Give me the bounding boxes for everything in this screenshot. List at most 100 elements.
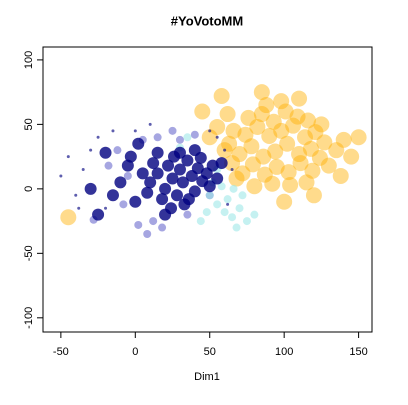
point [268, 158, 285, 175]
point [194, 103, 211, 120]
plot-frame [42, 46, 373, 333]
point [328, 142, 345, 159]
x-tick-label: 100 [275, 346, 293, 358]
point [104, 161, 113, 170]
point [143, 229, 152, 238]
point [277, 103, 294, 120]
point [265, 113, 282, 130]
point [173, 146, 186, 159]
point [153, 133, 162, 142]
point [298, 174, 315, 191]
point [77, 206, 81, 210]
point [279, 135, 296, 152]
point [304, 162, 321, 179]
point [250, 210, 259, 219]
point [156, 193, 169, 206]
point [280, 164, 297, 181]
point [151, 146, 164, 159]
point [211, 172, 224, 185]
point [202, 208, 211, 217]
point [111, 129, 115, 133]
point [121, 159, 134, 172]
point [246, 178, 263, 195]
point [219, 106, 236, 123]
point [124, 150, 137, 163]
point [258, 97, 275, 114]
point [225, 122, 242, 139]
point [159, 182, 172, 195]
point [191, 162, 204, 175]
point [205, 191, 214, 200]
point [253, 106, 270, 123]
point [132, 137, 145, 150]
point [291, 90, 308, 107]
y-tick-label: -100 [23, 307, 35, 329]
point [231, 146, 248, 163]
point [230, 168, 234, 172]
point [238, 191, 247, 200]
point [209, 118, 226, 135]
point [221, 135, 238, 152]
point [104, 206, 108, 210]
point [320, 157, 337, 174]
point [343, 148, 360, 165]
point [223, 195, 232, 204]
point [149, 217, 158, 226]
point [183, 210, 192, 219]
point [276, 193, 293, 210]
point [273, 122, 290, 139]
point [89, 148, 93, 152]
point [297, 129, 314, 146]
point [158, 223, 167, 232]
point [228, 170, 245, 187]
point [215, 135, 219, 139]
point [302, 140, 319, 157]
point [136, 167, 149, 180]
point [316, 134, 333, 151]
point [168, 126, 177, 135]
point [282, 176, 299, 193]
point [123, 171, 132, 180]
point [74, 193, 78, 197]
point [350, 129, 367, 146]
point [170, 189, 183, 202]
plot-points [59, 84, 367, 238]
point [285, 117, 302, 134]
point [267, 143, 284, 160]
point [84, 182, 97, 195]
point [196, 217, 205, 226]
point [313, 116, 330, 133]
y-tick-label: 100 [23, 51, 35, 69]
point [235, 204, 244, 213]
point [141, 186, 154, 199]
point [226, 202, 230, 206]
point [144, 176, 157, 189]
point [237, 126, 254, 143]
point [66, 155, 70, 159]
point [113, 146, 122, 155]
point [299, 112, 316, 129]
point [148, 122, 152, 126]
point [182, 193, 195, 206]
point [159, 208, 172, 221]
point [129, 195, 142, 208]
point [114, 176, 127, 189]
point [292, 155, 309, 172]
y-tick-label: 50 [23, 118, 35, 130]
x-axis-label: Dim1 [194, 371, 220, 383]
point [249, 118, 266, 135]
point [273, 93, 290, 110]
point [240, 109, 257, 126]
point [162, 159, 175, 172]
point [307, 124, 324, 141]
point [183, 133, 192, 142]
point [176, 176, 189, 189]
point [256, 166, 273, 183]
point [203, 180, 216, 193]
point [217, 182, 226, 191]
point [255, 148, 272, 165]
point [99, 146, 112, 159]
point [96, 135, 100, 139]
point [220, 208, 229, 217]
